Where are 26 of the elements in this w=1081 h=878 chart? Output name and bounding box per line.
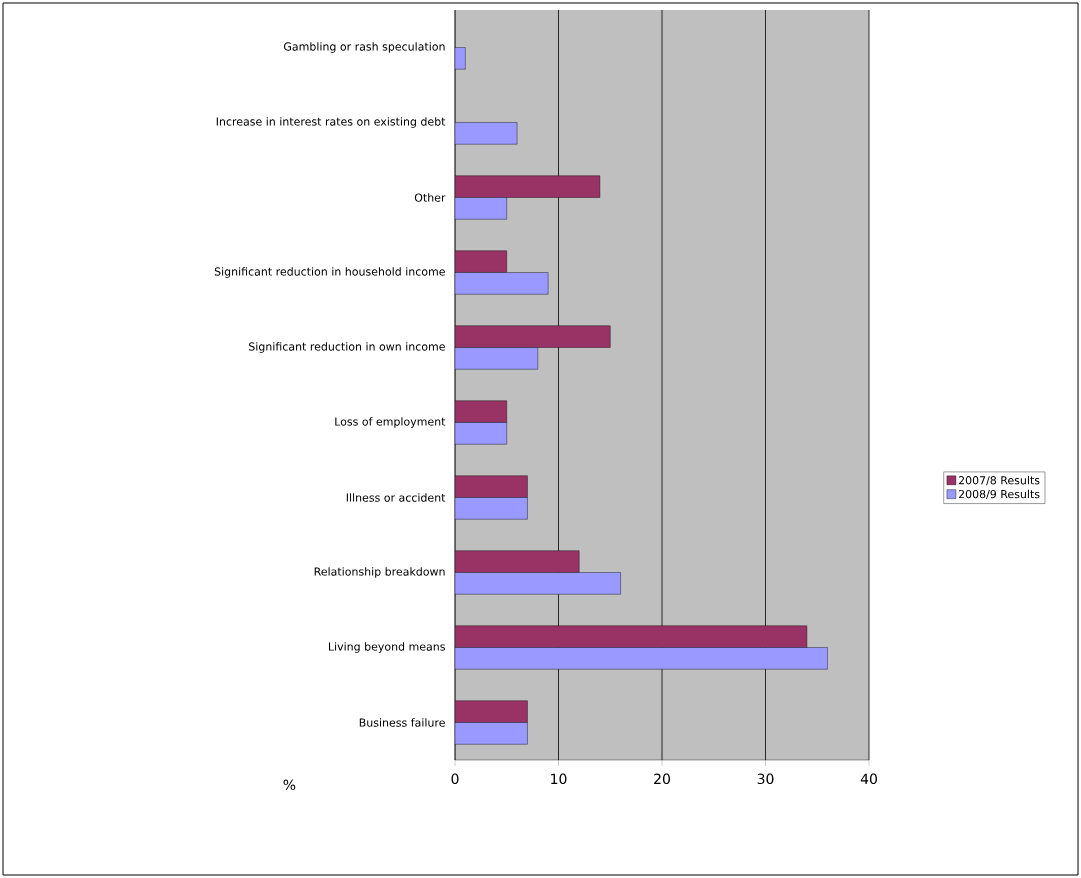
y-tick-label: Gambling or rash speculation [284,42,445,53]
y-tick-label: Significant reduction in own income [249,342,445,353]
bar [455,625,808,648]
x-tick-label: 0 [451,773,459,785]
bar [455,325,611,348]
y-tick-label: Increase in interest rates on existing debt [216,117,446,128]
bar [455,175,601,198]
bar [455,250,507,273]
x-tick-label: 40 [860,773,877,785]
bar [455,475,528,498]
legend-label: 2007/8 Results [958,475,1040,486]
y-tick-label: Relationship breakdown [314,567,445,578]
y-tick-label: Living beyond means [328,642,445,653]
bar [455,700,528,723]
y-tick-label: Other [414,193,446,202]
y-tick-label: Business failure [359,718,445,727]
y-tick-label: Loss of employment [335,417,446,428]
x-axis-title: % [283,779,296,791]
y-tick-label: Illness or accident [346,493,446,502]
x-tick-label: 30 [757,773,774,785]
bar [455,550,580,573]
x-tick-label: 10 [551,773,567,785]
x-tick-label: 20 [654,773,670,785]
bar [455,400,507,423]
y-tick-label: Significant reduction in household income [214,267,445,278]
legend-label: 2008/9 Results [958,489,1040,500]
